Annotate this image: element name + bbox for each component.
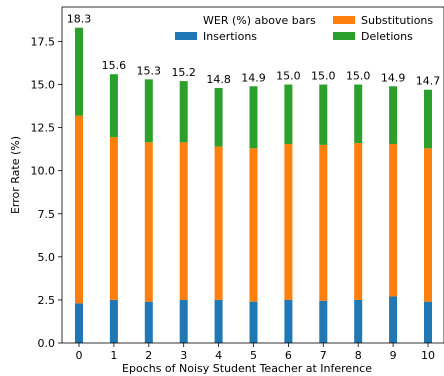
legend-swatch-deletions bbox=[333, 32, 355, 40]
y-tick-label: 5.0 bbox=[38, 251, 56, 264]
bar-segment-insertions-5 bbox=[249, 301, 258, 343]
bar-segment-deletions-10 bbox=[424, 89, 432, 149]
bar-segment-deletions-5 bbox=[249, 86, 258, 149]
bar-total-label: 15.0 bbox=[276, 70, 301, 83]
bar-total-label: 15.3 bbox=[137, 64, 162, 77]
plot-frame bbox=[61, 6, 444, 344]
bar-total-label: 15.0 bbox=[311, 70, 336, 83]
y-tick-label: 10.0 bbox=[31, 165, 56, 178]
bar-segment-deletions-9 bbox=[389, 86, 398, 144]
bar-segment-substitutions-3 bbox=[179, 142, 188, 300]
bar-segment-substitutions-6 bbox=[284, 143, 293, 300]
bar-segment-insertions-10 bbox=[424, 301, 432, 343]
bar-total-label: 15.0 bbox=[346, 70, 371, 83]
bar-segment-deletions-3 bbox=[179, 81, 188, 143]
legend-swatch-insertions bbox=[175, 32, 197, 40]
bar-segment-insertions-1 bbox=[109, 299, 118, 343]
bar-total-label: 14.8 bbox=[206, 73, 231, 86]
legend-swatch-substitutions bbox=[333, 16, 355, 24]
bar-segment-substitutions-7 bbox=[319, 144, 328, 301]
bar-segment-substitutions-4 bbox=[214, 146, 223, 300]
bar-segment-insertions-3 bbox=[179, 299, 188, 343]
x-tick-label: 9 bbox=[390, 349, 397, 362]
bar-segment-insertions-9 bbox=[389, 296, 398, 343]
bar-segment-substitutions-10 bbox=[424, 148, 432, 302]
bar-segment-deletions-0 bbox=[75, 27, 83, 116]
bar-segment-insertions-6 bbox=[284, 299, 293, 343]
y-tick-label: 15.0 bbox=[31, 79, 56, 92]
bar-total-label: 14.9 bbox=[241, 71, 266, 84]
legend: WER (%) above bars Insertions Substituti… bbox=[175, 14, 433, 43]
bar-total-labels: 18.3 15.6 15.3 15.2 14.8 14.9 15.0 15.0 15.0 14.9… bbox=[67, 13, 441, 88]
bar-total-label: 15.6 bbox=[102, 59, 127, 72]
bar-segment-deletions-6 bbox=[284, 84, 293, 144]
bar-segment-deletions-8 bbox=[354, 84, 363, 144]
y-tick-label: 12.5 bbox=[31, 122, 56, 135]
legend-label-substitutions: Substitutions bbox=[361, 14, 433, 27]
bar-total-label: 14.9 bbox=[381, 71, 406, 84]
bar-segment-substitutions-8 bbox=[354, 143, 363, 300]
y-tick-label: 0.0 bbox=[38, 337, 56, 350]
legend-label-insertions: Insertions bbox=[203, 30, 257, 43]
x-tick-label: 10 bbox=[421, 349, 435, 362]
x-tick-label: 6 bbox=[285, 349, 292, 362]
y-tick-label: 17.5 bbox=[31, 35, 56, 48]
bar-total-label: 14.7 bbox=[416, 75, 441, 88]
x-tick-label: 5 bbox=[250, 349, 257, 362]
bar-segment-insertions-2 bbox=[144, 301, 153, 343]
bar-segment-deletions-1 bbox=[109, 74, 118, 138]
bar-segment-insertions-4 bbox=[214, 299, 223, 343]
x-tick-label: 8 bbox=[355, 349, 362, 362]
bar-segment-insertions-8 bbox=[354, 299, 363, 343]
x-tick-label: 0 bbox=[76, 349, 83, 362]
bar-segment-substitutions-1 bbox=[109, 137, 118, 300]
x-tick-label: 4 bbox=[215, 349, 222, 362]
y-axis-label: Error Rate (%) bbox=[9, 136, 22, 214]
x-axis-label: Epochs of Noisy Student Teacher at Infer… bbox=[122, 362, 372, 375]
x-axis-ticks: 0 1 2 3 4 5 6 7 8 9 10 bbox=[76, 343, 435, 362]
x-tick-label: 3 bbox=[180, 349, 187, 362]
y-tick-label: 7.5 bbox=[38, 208, 56, 221]
bar-segment-substitutions-2 bbox=[144, 142, 153, 302]
bars-group bbox=[75, 27, 432, 343]
bar-total-label: 15.2 bbox=[171, 66, 196, 79]
bar-segment-substitutions-5 bbox=[249, 148, 258, 302]
x-tick-label: 2 bbox=[145, 349, 152, 362]
x-tick-label: 7 bbox=[320, 349, 327, 362]
bar-segment-deletions-7 bbox=[319, 84, 328, 145]
bar-total-label: 18.3 bbox=[67, 13, 92, 26]
legend-label-deletions: Deletions bbox=[361, 30, 413, 43]
bar-segment-insertions-7 bbox=[319, 300, 328, 343]
y-tick-label: 2.5 bbox=[38, 294, 56, 307]
bar-segment-substitutions-0 bbox=[75, 115, 83, 304]
bar-segment-insertions-0 bbox=[75, 303, 83, 343]
legend-title: WER (%) above bars bbox=[203, 14, 316, 27]
bar-segment-substitutions-9 bbox=[389, 143, 398, 297]
bar-segment-deletions-4 bbox=[214, 87, 223, 147]
x-tick-label: 1 bbox=[110, 349, 117, 362]
y-axis-ticks: 0.0 2.5 5.0 7.5 10.0 12.5 15.0 17.5 bbox=[31, 35, 62, 350]
bar-segment-deletions-2 bbox=[144, 79, 153, 143]
